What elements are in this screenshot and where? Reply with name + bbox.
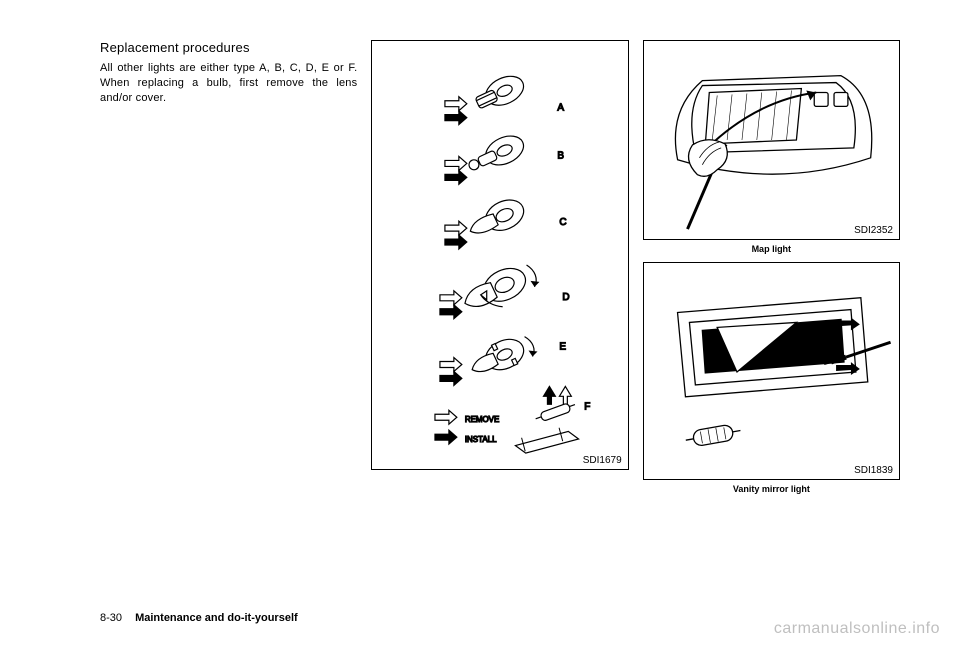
figure-ref-bulbs: SDI1679 (583, 455, 622, 466)
section-name: Maintenance and do-it-yourself (135, 612, 298, 624)
bulb-label-f: F (585, 401, 591, 412)
figure-bulb-types: A B (371, 40, 628, 470)
caption-map-light: Map light (643, 244, 900, 254)
figure-vanity-light: SDI1839 (643, 262, 900, 480)
bulb-label-c: C (560, 217, 567, 228)
figure-map-light: SDI2352 (643, 40, 900, 240)
watermark: carmanualsonline.info (774, 620, 940, 638)
figure-column-right: SDI2352 Map light (643, 40, 900, 590)
figure-ref-map: SDI2352 (854, 225, 893, 236)
body-text: All other lights are either type A, B, C… (100, 61, 357, 106)
bulb-label-a: A (558, 103, 565, 114)
page-footer: 8-30 Maintenance and do-it-yourself (100, 612, 298, 624)
legend-remove: REMOVE (465, 415, 499, 424)
bulb-label-b: B (558, 150, 565, 161)
map-light-svg (644, 41, 899, 239)
section-heading: Replacement procedures (100, 40, 357, 55)
legend-install: INSTALL (465, 435, 497, 444)
bulb-types-svg: A B (372, 41, 627, 469)
text-column: Replacement procedures All other lights … (100, 40, 357, 590)
vanity-light-svg (644, 263, 899, 479)
page-number: 8-30 (100, 612, 122, 624)
columns: Replacement procedures All other lights … (100, 40, 900, 590)
bulb-label-d: D (563, 292, 570, 303)
figure-column-center: A B (371, 40, 628, 590)
caption-vanity-light: Vanity mirror light (643, 484, 900, 494)
figure-ref-vanity: SDI1839 (854, 465, 893, 476)
page: Replacement procedures All other lights … (0, 0, 960, 664)
bulb-label-e: E (560, 342, 567, 353)
